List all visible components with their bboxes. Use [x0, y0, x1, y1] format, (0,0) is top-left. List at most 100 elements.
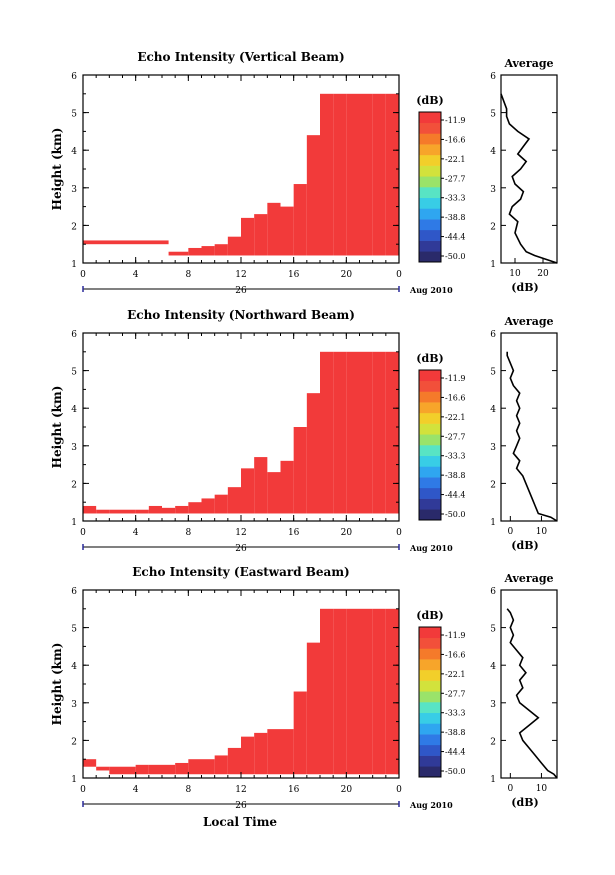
heatmap-cell [267, 729, 281, 775]
colorbar-swatch [419, 144, 441, 156]
colorbar-frame [418, 369, 442, 521]
average-panel: Average 1 2 3 4 5 6 10 20 (dB) [490, 57, 558, 294]
average-y-tick-label: 3 [490, 700, 496, 710]
heatmap-cell [385, 608, 399, 775]
heatmap-cell [109, 509, 136, 514]
average-x-label: (dB) [511, 281, 538, 294]
heatmap-cell [135, 509, 149, 514]
average-y-tick-label: 1 [490, 260, 496, 270]
average-x-label: (dB) [511, 796, 538, 809]
heatmap-cell [396, 608, 399, 775]
colorbar-tick-label: -50.0 [445, 767, 466, 776]
heatmap-cell [162, 764, 176, 775]
heatmap-cell [359, 93, 373, 256]
colorbar-swatch [419, 691, 441, 703]
heatmap-cell [188, 247, 202, 256]
colorbar-swatch [419, 445, 441, 457]
heatmap-cell [359, 351, 373, 514]
average-y-tick-label: 3 [490, 443, 496, 453]
y-tick-label: 1 [71, 775, 77, 785]
x-tick-label: 20 [341, 270, 353, 280]
colorbar-swatch [419, 112, 441, 124]
average-y-tick-label: 1 [490, 518, 496, 528]
colorbar-swatch [419, 455, 441, 467]
colorbar-tick-label: -44.4 [445, 233, 466, 242]
heatmap-cell [333, 93, 347, 256]
heatmap-cell [168, 251, 189, 256]
colorbar-swatch [419, 712, 441, 724]
colorbar-swatch [419, 380, 441, 392]
average-profile-line [500, 93, 558, 264]
x-tick-label: 20 [341, 528, 353, 538]
heatmap-cell [293, 184, 307, 256]
month-label: Aug 2010 [409, 543, 453, 553]
heatmap-cell [254, 457, 268, 514]
colorbar-tick-label: -22.1 [445, 155, 466, 164]
heatmap-cell [267, 202, 281, 256]
average-x-tick-label: 0 [507, 784, 513, 794]
colorbar-tick-label: -44.4 [445, 491, 466, 500]
x-tick-label: 0 [80, 528, 86, 538]
colorbar-swatch [419, 229, 441, 241]
y-tick-label: 5 [71, 368, 77, 378]
colorbar-swatch [419, 197, 441, 209]
heatmap-cell [188, 502, 202, 514]
average-x-tick-label: 10 [536, 784, 548, 794]
heatmap-cell [201, 498, 215, 514]
colorbar-swatch [419, 176, 441, 188]
colorbar-tick-label: -27.7 [445, 174, 466, 183]
heatmap-cell [320, 351, 334, 514]
panel-title: Echo Intensity (Northward Beam) [127, 308, 355, 322]
colorbar-tick-label: -44.4 [445, 748, 466, 757]
average-y-tick-label: 2 [490, 480, 496, 490]
heatmap-cell [372, 608, 386, 775]
y-tick-label: 3 [71, 185, 77, 195]
x-tick-label: 8 [185, 785, 191, 795]
heatmap-cells [83, 608, 399, 775]
heatmap-cell [201, 759, 215, 775]
colorbar-swatch [419, 208, 441, 220]
heatmap-cell [135, 764, 149, 775]
average-y-tick-label: 1 [490, 775, 496, 785]
heatmap-cell [96, 509, 110, 514]
colorbar-swatch [419, 669, 441, 681]
heatmap-cell [396, 351, 399, 514]
heatmap-cell [396, 93, 399, 256]
month-label: Aug 2010 [409, 800, 453, 810]
heatmap-cell [346, 93, 360, 256]
heatmap-cell [96, 766, 110, 771]
heatmap-cell [320, 608, 334, 775]
heatmap-cell [346, 351, 360, 514]
colorbar-swatch [419, 487, 441, 499]
colorbar-tick-label: -33.3 [445, 194, 466, 203]
x-tick-label: 4 [133, 270, 139, 280]
y-tick-label: 6 [71, 330, 77, 340]
heatmap-cell [241, 736, 255, 775]
heatmap-cell [280, 460, 294, 514]
colorbar-swatch [419, 423, 441, 435]
heatmap-cell [306, 393, 320, 514]
panel-title: Echo Intensity (Eastward Beam) [132, 565, 349, 579]
colorbar-tick-label: -11.9 [445, 374, 466, 383]
heatmap-cell [267, 472, 281, 514]
x-tick-label: 0 [396, 785, 402, 795]
colorbar-swatch [419, 723, 441, 735]
y-tick-label: 3 [71, 443, 77, 453]
colorbar-swatch [419, 391, 441, 403]
colorbar-swatch [419, 412, 441, 424]
average-y-tick-label: 4 [490, 147, 496, 157]
colorbar-tick-label: -16.6 [445, 393, 466, 402]
average-y-tick-label: 4 [490, 662, 496, 672]
heatmap-cell [359, 608, 373, 775]
heatmap-cell [227, 487, 241, 514]
heatmap-cell [320, 93, 334, 256]
y-tick-label: 4 [71, 662, 77, 672]
average-panel: Average 1 2 3 4 5 6 0 10 (dB) [490, 315, 558, 552]
average-y-tick-label: 6 [490, 587, 496, 597]
heatmap-cell [83, 240, 169, 245]
colorbar-swatch [419, 766, 441, 778]
heatmap-cell [122, 766, 136, 775]
heatmap-cell [148, 505, 162, 514]
colorbar-swatch [419, 498, 441, 510]
